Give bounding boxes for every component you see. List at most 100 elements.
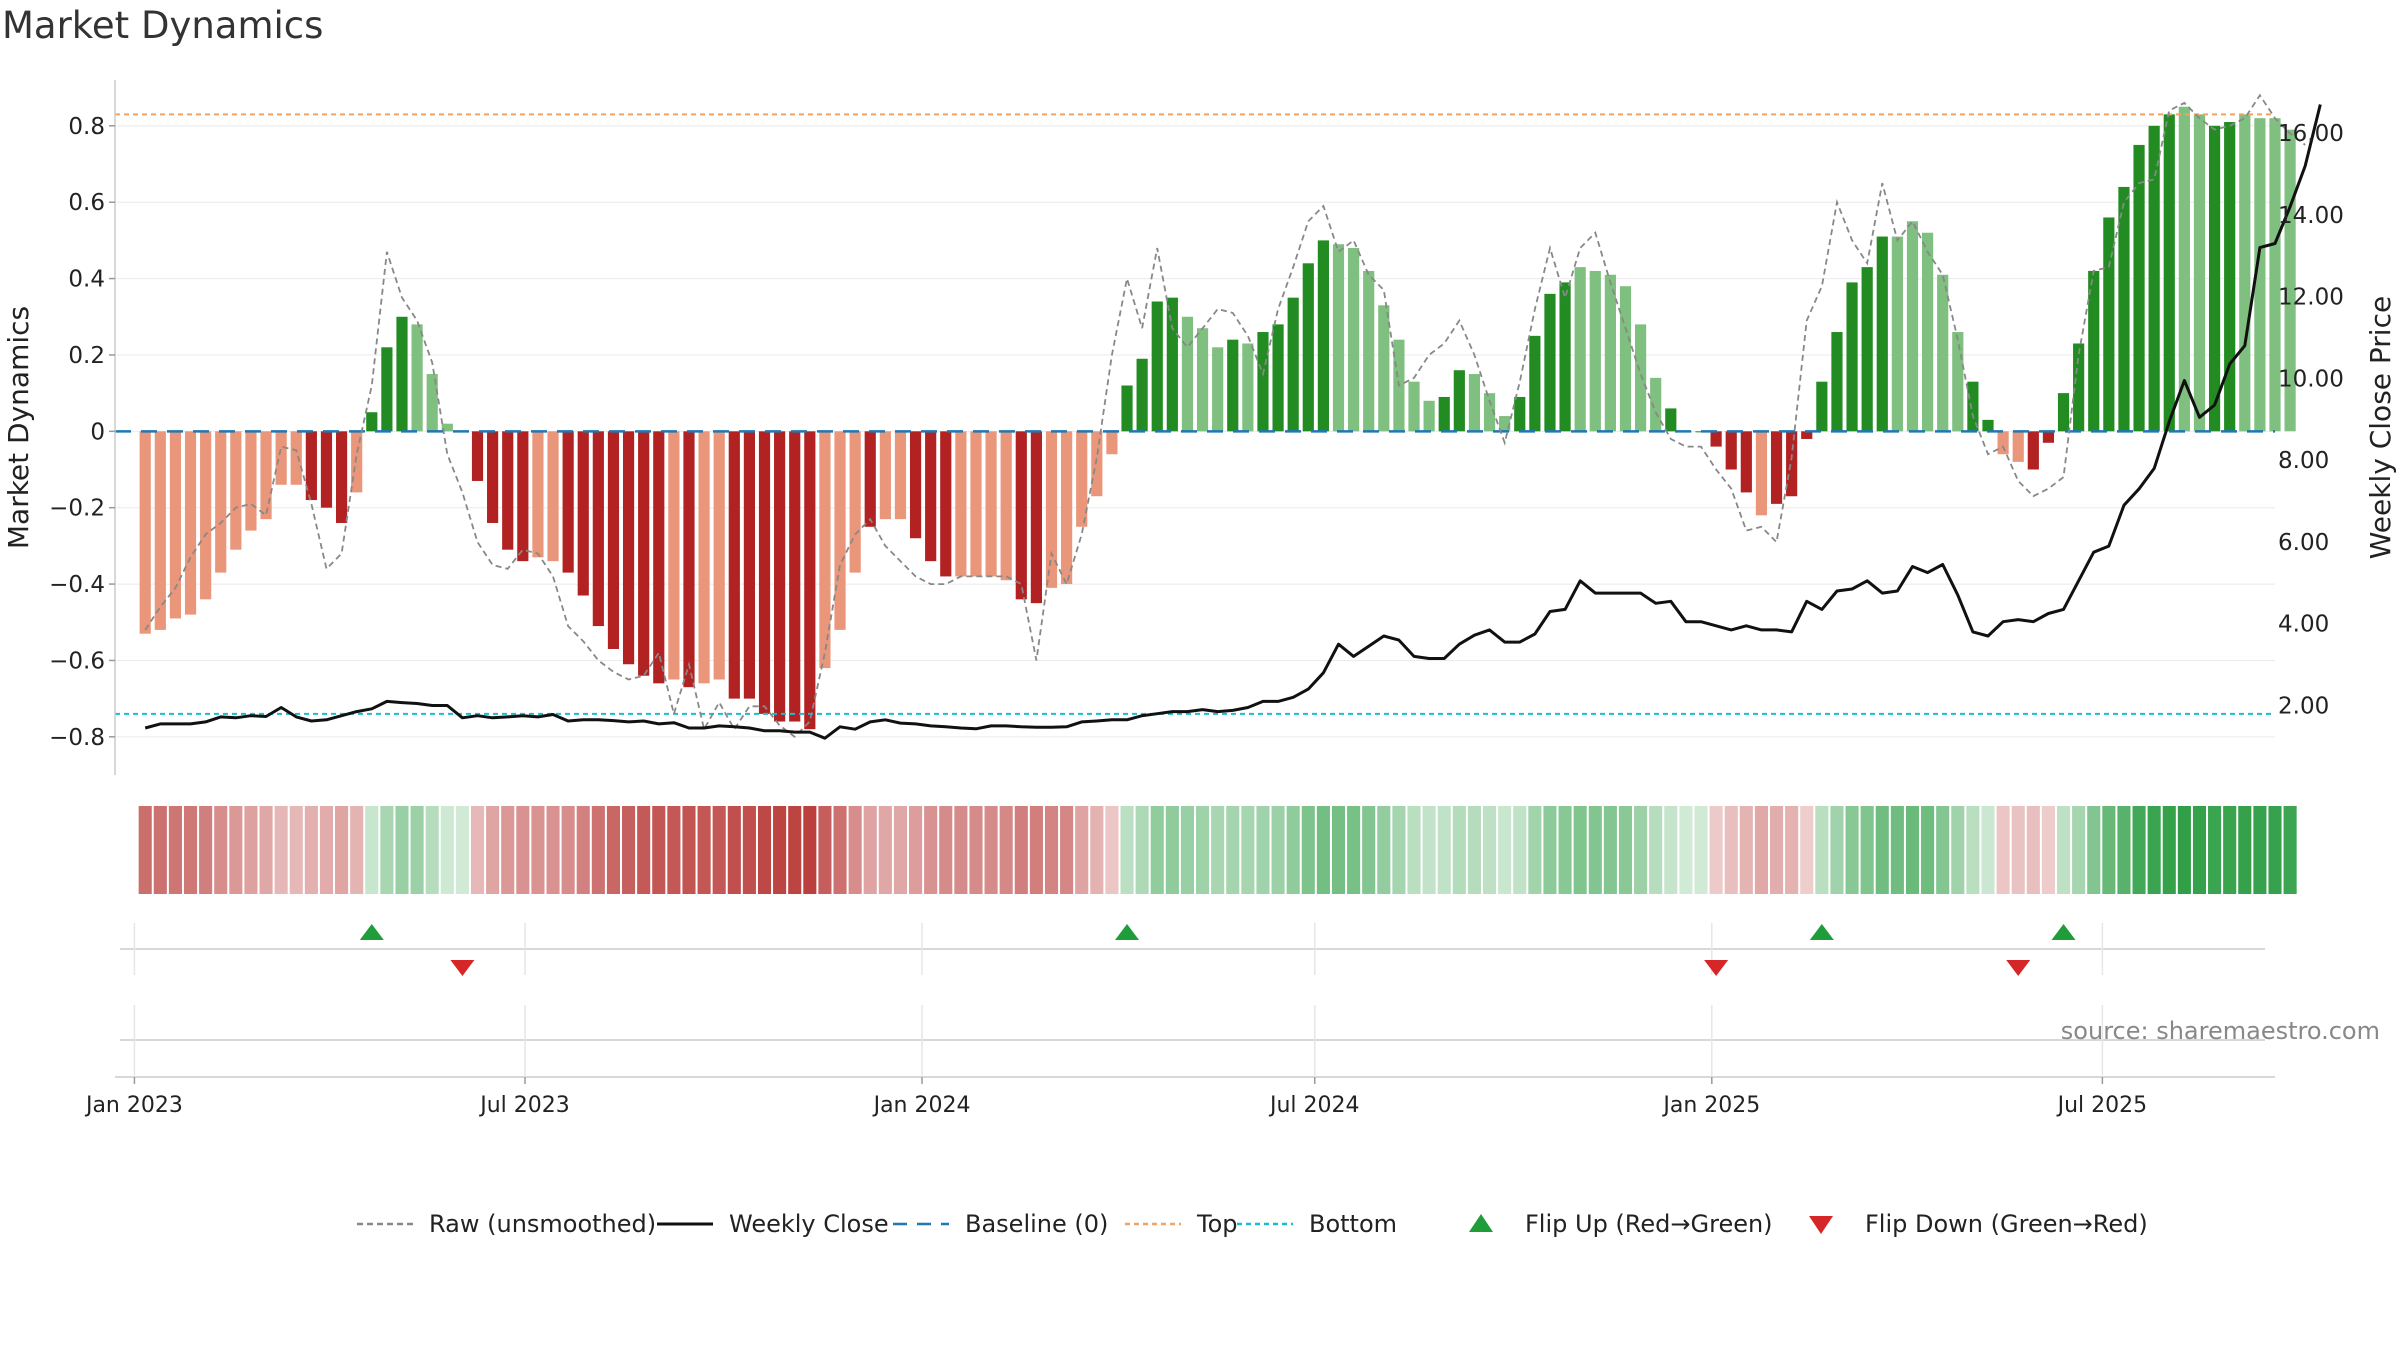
state-cell: [1150, 806, 1164, 894]
dynamics-bar: [2088, 270, 2100, 432]
left-tick-label: 0.4: [68, 267, 105, 293]
dynamics-bar: [622, 431, 635, 665]
state-cell: [2072, 806, 2086, 894]
state-cell: [924, 806, 938, 894]
date-tick-label: Jul 2024: [1268, 1093, 1360, 1118]
dynamics-bar: [305, 431, 317, 501]
state-cell: [380, 806, 394, 894]
state-cell: [2177, 806, 2191, 894]
state-cell: [1739, 806, 1753, 894]
dynamics-bar: [713, 431, 725, 680]
dynamics-bar: [1710, 431, 1722, 447]
dynamics-bar: [2103, 217, 2115, 432]
dynamics-bar: [1151, 301, 1163, 432]
dynamics-bar: [1786, 431, 1798, 497]
state-cell: [1558, 806, 1572, 894]
dynamics-bar: [2163, 114, 2175, 432]
state-cell: [833, 806, 847, 894]
state-cell: [395, 806, 409, 894]
dynamics-bar: [1755, 431, 1768, 516]
state-cell: [319, 806, 334, 894]
flip-up-marker: [1809, 924, 1834, 940]
dynamics-bar: [2254, 118, 2266, 432]
dynamics-bar: [774, 431, 786, 722]
dynamics-bar: [471, 431, 484, 481]
dynamics-bar: [849, 431, 861, 573]
state-cell: [1905, 806, 1920, 894]
dynamics-bar: [1574, 267, 1586, 432]
state-cell: [2162, 806, 2176, 894]
state-cell: [561, 806, 575, 894]
dynamics-bar: [2208, 125, 2221, 432]
state-cell: [667, 806, 681, 894]
left-tick-label: 0.2: [68, 343, 105, 369]
dynamics-bar: [215, 431, 227, 573]
state-cell: [1060, 806, 1074, 894]
close-line: [144, 104, 2322, 740]
state-cell: [1694, 806, 1708, 894]
state-cell: [1498, 806, 1512, 894]
dynamics-bar: [1423, 400, 1435, 432]
date-tick-label: Jan 2023: [84, 1093, 183, 1118]
left-tick-label: −0.4: [49, 572, 105, 598]
legend-label: Flip Down (Green→Red): [1865, 1210, 2148, 1238]
axes: −0.8 −0.6 −0.4 −0.2 0 0.2 0.4 0.6 0.8 2.00 4.00 6.0…: [2, 80, 2397, 775]
state-cell: [183, 806, 198, 894]
state-cell: [1014, 806, 1028, 894]
state-cell: [2026, 806, 2040, 894]
dynamics-bar: [1604, 274, 1616, 432]
dynamics-bar: [396, 316, 408, 432]
left-tick-label: −0.6: [49, 648, 105, 674]
state-cell: [712, 806, 726, 894]
dynamics-bar: [1997, 431, 2009, 455]
dynamics-bar: [1846, 282, 1858, 432]
state-cell: [410, 806, 424, 894]
dynamics-bar: [879, 431, 891, 520]
legend: Raw (unsmoothed) Weekly Close Baseline (0)…: [357, 1210, 2148, 1238]
dynamics-bar: [1559, 282, 1571, 432]
raw-series: [144, 93, 2306, 738]
dynamics-bar: [1740, 431, 1752, 493]
dynamics-bar: [1861, 267, 1873, 432]
dynamics-bar: [940, 431, 952, 577]
state-cell: [2041, 806, 2055, 894]
state-cell: [1966, 806, 1980, 894]
state-cell: [1996, 806, 2010, 894]
state-cell: [2192, 806, 2207, 894]
state-cell: [742, 806, 756, 894]
dynamics-bar: [1287, 297, 1299, 432]
state-cell: [1407, 806, 1421, 894]
dynamics-bar: [1181, 316, 1194, 432]
dynamics-bar: [985, 431, 997, 577]
state-cell: [1029, 806, 1043, 894]
bottom-panel: Jan 2023 Jul 2023 Jan 2024 Jul 2024 Jan 2025…: [84, 1005, 2380, 1118]
dynamics-bar: [804, 431, 816, 730]
dynamics-bar: [1378, 305, 1390, 432]
dynamics-bar: [2073, 343, 2085, 432]
dynamics-bar: [1499, 416, 1511, 432]
dynamics-bar: [154, 431, 166, 630]
dynamics-bar: [2057, 393, 2070, 432]
dynamics-bar: [426, 374, 438, 432]
state-cell: [2208, 806, 2222, 894]
flip-panel: [120, 923, 2265, 976]
flip-down-marker: [450, 960, 475, 976]
state-cell: [516, 806, 530, 894]
legend-item: Flip Down (Green→Red): [1809, 1210, 2148, 1238]
state-cell: [425, 806, 439, 894]
state-cell: [2117, 806, 2131, 894]
legend-swatch-down-triangle: [1809, 1216, 1833, 1234]
dynamics-bar: [200, 431, 212, 600]
dynamics-bar: [909, 431, 922, 539]
state-cell: [727, 806, 741, 894]
state-cell: [848, 806, 862, 894]
state-cell: [1241, 806, 1255, 894]
dynamics-bar: [1665, 408, 1677, 432]
dynamics-bar: [245, 431, 257, 531]
state-cell: [2011, 806, 2025, 894]
dynamics-bar: [1136, 358, 1148, 432]
state-cell: [1452, 806, 1466, 894]
dynamics-bar: [230, 431, 242, 550]
dynamics-bar: [1921, 232, 1934, 432]
state-cell: [1981, 806, 1995, 894]
